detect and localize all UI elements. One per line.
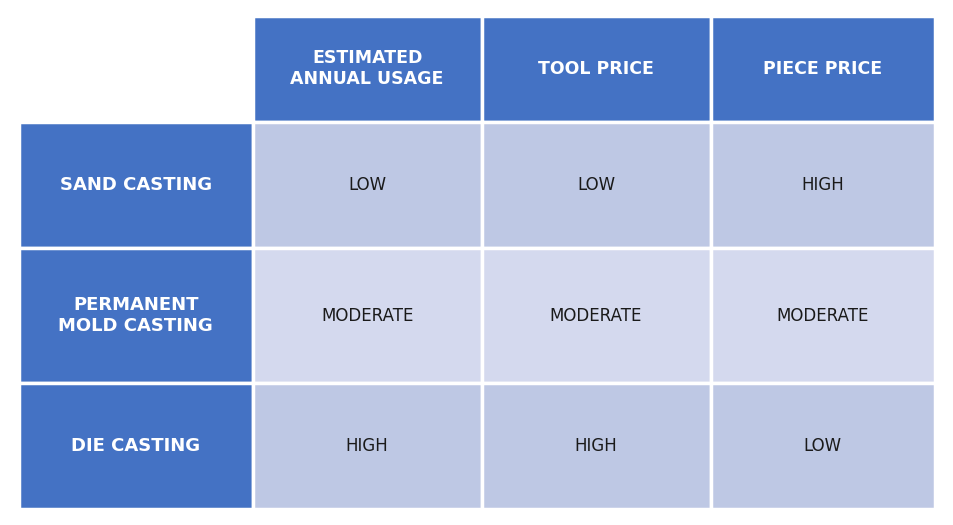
Text: LOW: LOW — [577, 176, 615, 194]
Bar — [710, 248, 934, 383]
Bar — [19, 122, 253, 248]
Bar — [481, 248, 710, 383]
Bar — [710, 122, 934, 248]
Bar — [253, 248, 481, 383]
Bar — [19, 248, 253, 383]
Bar — [481, 122, 710, 248]
Bar — [710, 383, 934, 509]
Bar — [481, 383, 710, 509]
Text: LOW: LOW — [802, 437, 841, 455]
Bar — [710, 16, 934, 122]
Text: MODERATE: MODERATE — [549, 307, 641, 324]
Text: HIGH: HIGH — [574, 437, 617, 455]
Bar — [481, 16, 710, 122]
Text: SAND CASTING: SAND CASTING — [60, 176, 212, 194]
Bar — [19, 383, 253, 509]
Text: HIGH: HIGH — [801, 176, 843, 194]
Text: MODERATE: MODERATE — [320, 307, 413, 324]
Bar — [253, 16, 481, 122]
Text: PIECE PRICE: PIECE PRICE — [762, 60, 882, 78]
Text: LOW: LOW — [348, 176, 386, 194]
Text: HIGH: HIGH — [345, 437, 388, 455]
Bar — [253, 122, 481, 248]
Text: MODERATE: MODERATE — [776, 307, 868, 324]
Bar — [19, 16, 253, 122]
Text: DIE CASTING: DIE CASTING — [71, 437, 200, 455]
Text: ESTIMATED
ANNUAL USAGE: ESTIMATED ANNUAL USAGE — [290, 49, 443, 88]
Text: PERMANENT
MOLD CASTING: PERMANENT MOLD CASTING — [58, 296, 213, 335]
Text: TOOL PRICE: TOOL PRICE — [537, 60, 654, 78]
Bar — [253, 383, 481, 509]
